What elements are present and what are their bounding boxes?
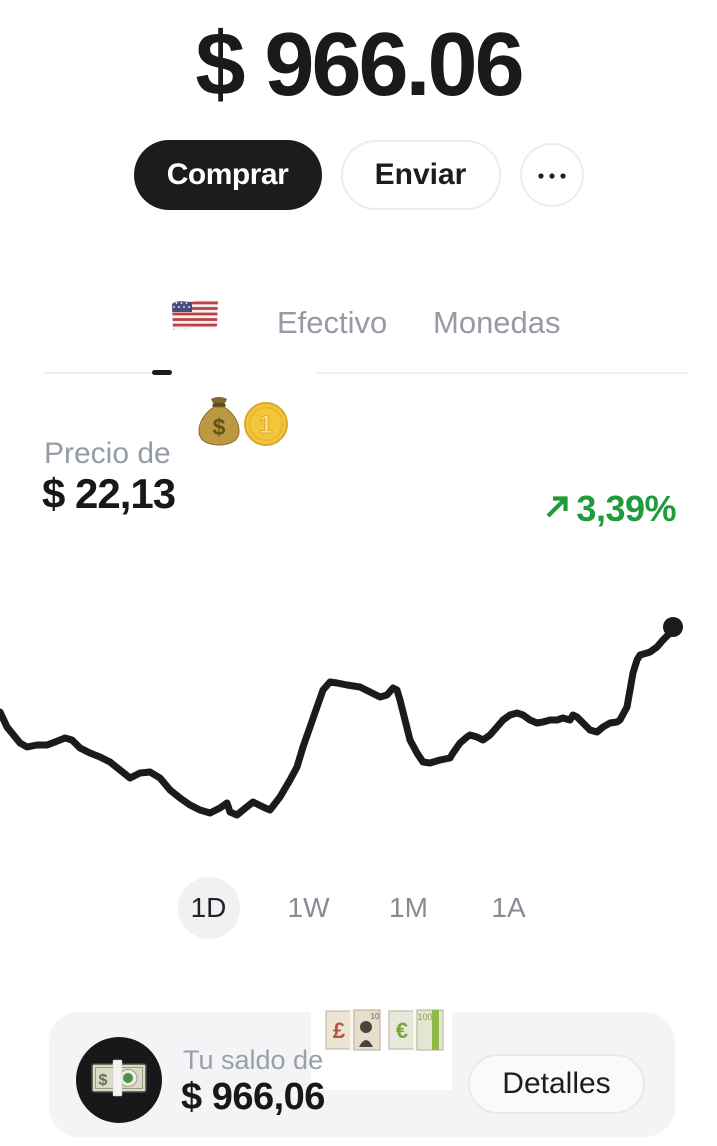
active-tab-indicator — [152, 370, 172, 375]
svg-text:$: $ — [99, 1072, 108, 1089]
period-1a[interactable]: 1A — [478, 877, 540, 939]
period-1m[interactable]: 1M — [378, 877, 440, 939]
price-value: $ 22,13 — [42, 470, 176, 517]
price-change-value: 3,39% — [576, 488, 676, 529]
price-chart[interactable] — [0, 585, 717, 845]
balance-label: Tu saldo de — [183, 1045, 324, 1075]
money-bag-icon: $ — [196, 396, 242, 451]
arrow-up-right-icon — [544, 493, 571, 525]
svg-text:€: € — [396, 1018, 408, 1043]
period-selector: 1D 1W 1M 1A — [0, 877, 717, 939]
balance-avatar: $ — [76, 1037, 162, 1123]
ellipsis-icon — [537, 168, 567, 183]
more-button[interactable] — [519, 143, 584, 207]
svg-text:£: £ — [333, 1018, 346, 1043]
pound-banknotes-icon: £ 10 — [323, 1007, 383, 1058]
price-label: Precio de — [44, 437, 171, 470]
tab-usd-flag[interactable] — [170, 294, 220, 341]
action-buttons-row: Comprar Enviar — [0, 140, 717, 210]
period-1d[interactable]: 1D — [177, 877, 240, 939]
euro-banknotes-icon: € 100 — [386, 1007, 446, 1058]
coin-icon: 1 — [243, 401, 289, 452]
tab-underline-left — [43, 372, 153, 374]
tab-underline-right — [317, 372, 688, 374]
tab-efectivo[interactable]: Efectivo — [277, 305, 388, 340]
svg-text:1: 1 — [259, 411, 273, 439]
svg-text:10: 10 — [371, 1012, 380, 1021]
us-flag-icon — [170, 299, 220, 340]
details-button[interactable]: Detalles — [468, 1054, 645, 1114]
svg-text:$: $ — [213, 414, 226, 440]
send-button[interactable]: Enviar — [340, 140, 501, 210]
buy-button[interactable]: Comprar — [133, 140, 322, 210]
dollar-banknote-icon: $ — [91, 1057, 147, 1104]
period-1w[interactable]: 1W — [278, 877, 340, 939]
svg-text:100: 100 — [417, 1012, 432, 1022]
balance-value: $ 966,06 — [181, 1076, 325, 1118]
tab-monedas[interactable]: Monedas — [433, 305, 561, 340]
price-change-badge: 3,39% — [544, 488, 676, 530]
total-balance: $ 966.06 — [195, 15, 524, 115]
